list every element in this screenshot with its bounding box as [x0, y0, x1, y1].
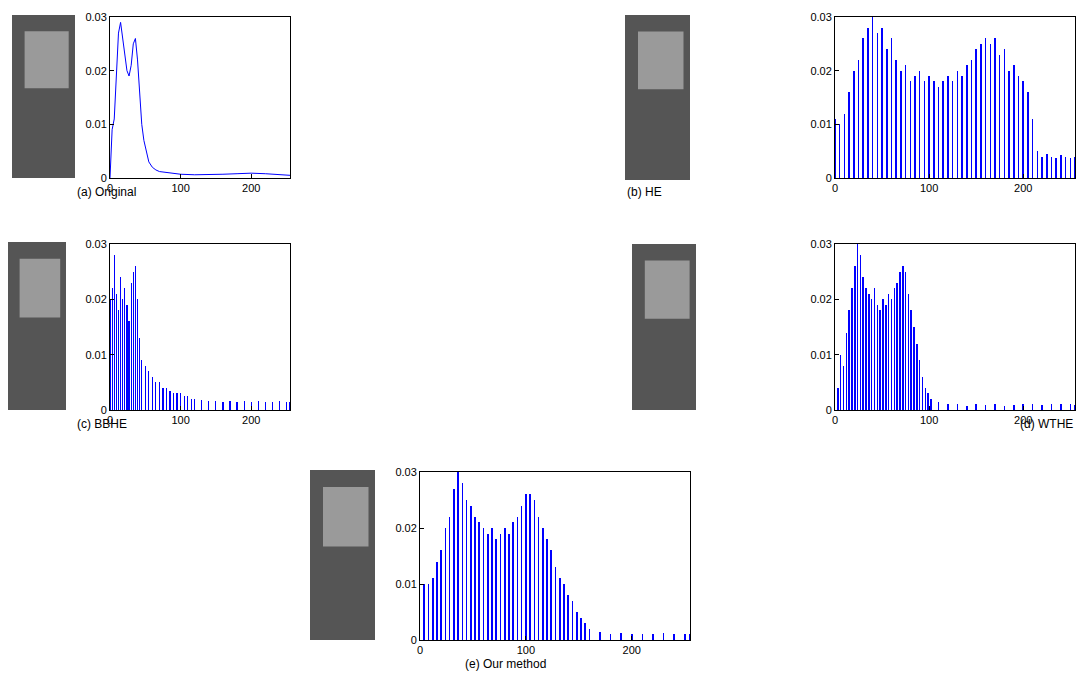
svg-text:0: 0: [101, 172, 107, 184]
svg-text:0: 0: [101, 404, 107, 416]
svg-text:200: 200: [242, 414, 260, 426]
svg-text:200: 200: [242, 182, 260, 194]
svg-text:0.02: 0.02: [810, 65, 831, 77]
svg-text:0.03: 0.03: [810, 238, 831, 250]
svg-text:0.02: 0.02: [85, 65, 106, 77]
svg-text:0.03: 0.03: [810, 11, 831, 23]
svg-text:100: 100: [920, 414, 938, 426]
svg-text:0.01: 0.01: [85, 118, 106, 130]
svg-text:0.02: 0.02: [810, 293, 831, 305]
svg-text:0.01: 0.01: [810, 118, 831, 130]
svg-text:0.02: 0.02: [395, 522, 416, 534]
svg-text:200: 200: [623, 644, 641, 656]
svg-text:0.03: 0.03: [85, 238, 106, 250]
svg-text:100: 100: [517, 644, 535, 656]
svg-text:100: 100: [920, 182, 938, 194]
svg-text:0: 0: [411, 634, 417, 646]
svg-text:(d) WTHE: (d) WTHE: [1020, 417, 1073, 431]
svg-text:100: 100: [171, 182, 189, 194]
svg-text:0: 0: [107, 182, 113, 194]
svg-text:(a) Original: (a) Original: [77, 185, 136, 199]
svg-text:200: 200: [1014, 414, 1032, 426]
svg-text:0: 0: [107, 414, 113, 426]
svg-text:0: 0: [832, 182, 838, 194]
svg-text:100: 100: [171, 414, 189, 426]
svg-text:0: 0: [417, 644, 423, 656]
svg-text:(c) BBHE: (c) BBHE: [77, 417, 127, 431]
svg-text:(e) Our method: (e) Our method: [465, 657, 546, 671]
svg-text:0: 0: [826, 172, 832, 184]
svg-text:0: 0: [832, 414, 838, 426]
svg-text:0.01: 0.01: [85, 349, 106, 361]
svg-text:0.02: 0.02: [85, 293, 106, 305]
svg-text:0.03: 0.03: [85, 11, 106, 23]
svg-text:0.03: 0.03: [395, 466, 416, 478]
svg-text:(b) HE: (b) HE: [627, 185, 662, 199]
svg-text:200: 200: [1014, 182, 1032, 194]
svg-text:0.01: 0.01: [395, 578, 416, 590]
svg-text:0.01: 0.01: [810, 349, 831, 361]
svg-text:0: 0: [826, 404, 832, 416]
